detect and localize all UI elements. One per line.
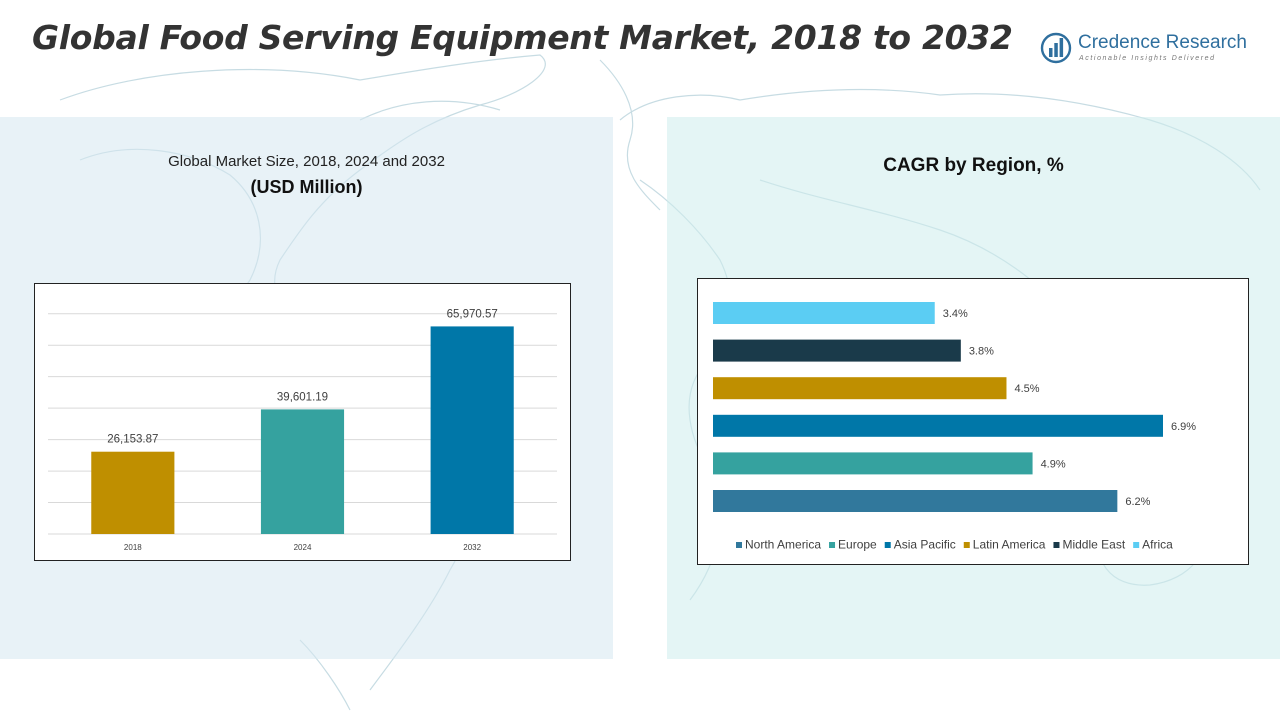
hbar-value-label: 6.9% (1171, 421, 1196, 433)
legend-swatch (736, 542, 742, 548)
legend: North America Europe Asia Pacific Latin Ame… (736, 538, 1173, 552)
legend-label: Latin America (973, 538, 1046, 552)
hbar-north-america (713, 490, 1118, 512)
legend-label: Asia Pacific (894, 538, 956, 552)
legend-swatch (963, 542, 970, 548)
hbar-value-label: 3.8% (969, 346, 994, 358)
bar-2024 (260, 409, 345, 534)
hbar-latin-america (713, 377, 1007, 400)
x-tick-label: 2024 (294, 543, 312, 552)
hbar-africa (713, 302, 935, 324)
market-size-unit: (USD Million) (250, 177, 363, 197)
x-tick-label: 2032 (463, 543, 481, 552)
x-tick-label: 2018 (124, 543, 142, 552)
hbar-europe (713, 452, 1033, 475)
legend-swatch (1133, 542, 1140, 548)
hbar-asia-pacific (713, 414, 1163, 437)
bar-2032 (430, 326, 514, 534)
market-size-chart: 26,153.87 2018 39,601.19 2024 65,970.57 2032 (34, 283, 571, 561)
cagr-title: CAGR by Region, % (883, 155, 1064, 176)
cagr-chart: 6.2% 4.9% 6.9% 4.5% 3.8% 3.4% North America Eur… (697, 278, 1249, 565)
hbar-value-label: 6.2% (1125, 496, 1150, 508)
cagr-chart-svg: 6.2% 4.9% 6.9% 4.5% 3.8% 3.4% North America Eur… (713, 302, 1196, 552)
legend-swatch (829, 542, 836, 548)
legend-label: Middle East (1062, 538, 1125, 552)
brand-logo: Credence Research Actionable Insights De… (1040, 30, 1255, 70)
bar-value-label: 65,970.57 (447, 308, 498, 320)
market-size-chart-svg: 26,153.87 2018 39,601.19 2024 65,970.57 2032 (48, 308, 557, 552)
hbar-middle-east (713, 339, 961, 362)
legend-swatch (884, 542, 891, 548)
legend-swatch (1053, 542, 1060, 548)
hbar-value-label: 4.9% (1041, 458, 1066, 470)
bar-2018 (91, 451, 175, 534)
legend-label: Africa (1142, 538, 1173, 552)
hbar-value-label: 4.5% (1014, 383, 1039, 395)
bar-chart-globe-icon (1040, 32, 1072, 64)
page-title: Global Food Serving Equipment Market, 20… (32, 18, 1013, 57)
legend-label: North America (745, 538, 821, 552)
market-size-subtitle: Global Market Size, 2018, 2024 and 2032 (168, 153, 445, 170)
bar-value-label: 39,601.19 (277, 391, 328, 403)
bar-value-label: 26,153.87 (107, 434, 158, 446)
legend-label: Europe (838, 538, 877, 552)
brand-name: Credence Research (1078, 32, 1247, 53)
brand-tagline: Actionable Insights Delivered (1079, 55, 1216, 62)
hbar-value-label: 3.4% (943, 308, 968, 320)
